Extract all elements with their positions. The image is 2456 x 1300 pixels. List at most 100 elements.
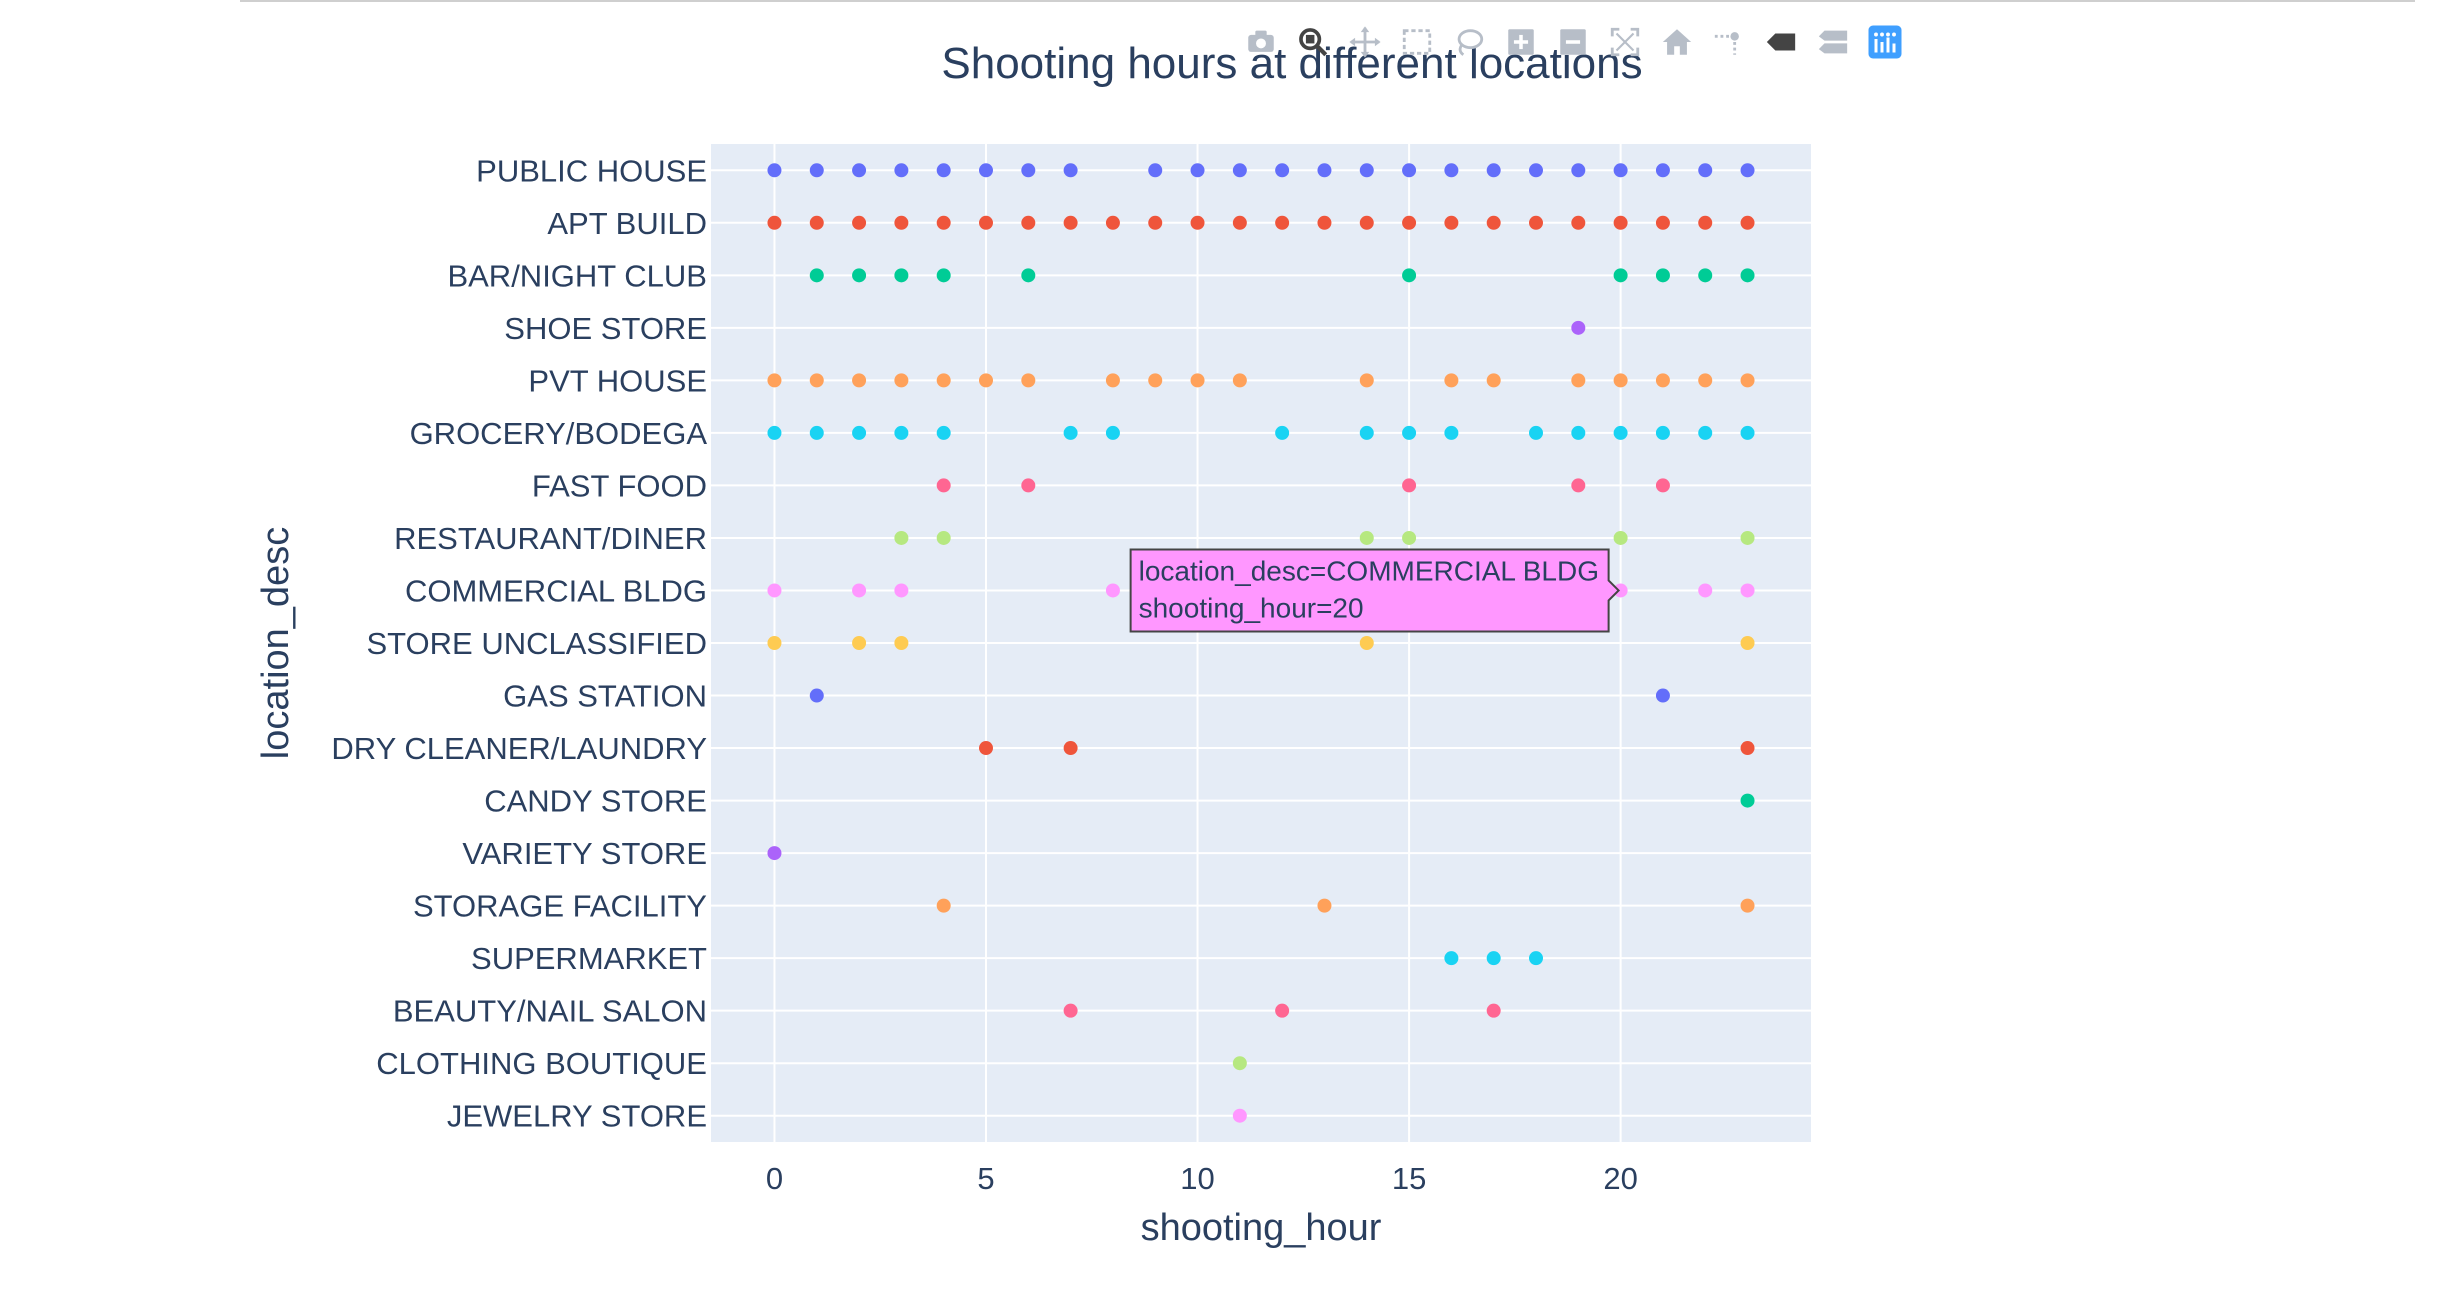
data-point[interactable]	[936, 373, 951, 388]
data-point[interactable]	[1486, 373, 1501, 388]
data-point[interactable]	[852, 583, 867, 598]
data-point[interactable]	[767, 846, 782, 861]
data-point[interactable]	[1486, 215, 1501, 230]
data-point[interactable]	[852, 268, 867, 283]
data-point[interactable]	[936, 898, 951, 913]
data-point[interactable]	[767, 373, 782, 388]
data-point[interactable]	[1613, 163, 1628, 178]
data-point[interactable]	[1698, 425, 1713, 440]
data-point[interactable]	[1190, 163, 1205, 178]
data-point[interactable]	[1317, 163, 1332, 178]
hover-compare-button[interactable]	[1807, 18, 1859, 66]
data-point[interactable]	[1655, 425, 1670, 440]
data-point[interactable]	[767, 163, 782, 178]
data-point[interactable]	[1190, 373, 1205, 388]
data-point[interactable]	[1359, 163, 1374, 178]
data-point[interactable]	[1021, 215, 1036, 230]
box-select-button[interactable]	[1391, 18, 1443, 66]
data-point[interactable]	[809, 688, 824, 703]
data-point[interactable]	[809, 215, 824, 230]
data-point[interactable]	[1529, 163, 1543, 178]
data-point[interactable]	[1740, 163, 1755, 178]
data-point[interactable]	[894, 425, 909, 440]
data-point[interactable]	[1063, 163, 1078, 178]
data-point[interactable]	[1105, 373, 1120, 388]
data-point[interactable]	[936, 478, 951, 493]
data-point[interactable]	[1740, 530, 1755, 545]
data-point[interactable]	[1444, 373, 1459, 388]
data-point[interactable]	[1105, 215, 1120, 230]
data-point[interactable]	[1444, 951, 1459, 966]
data-point[interactable]	[1402, 425, 1417, 440]
data-point[interactable]	[936, 163, 951, 178]
data-point[interactable]	[979, 163, 993, 178]
data-point[interactable]	[1655, 373, 1670, 388]
data-point[interactable]	[852, 425, 867, 440]
data-point[interactable]	[894, 583, 909, 598]
data-point[interactable]	[894, 215, 909, 230]
data-point[interactable]	[767, 215, 782, 230]
zoom-out-button[interactable]	[1547, 18, 1599, 66]
data-point[interactable]	[1063, 741, 1078, 756]
data-point[interactable]	[979, 741, 993, 756]
data-point[interactable]	[809, 268, 824, 283]
data-point[interactable]	[767, 583, 782, 598]
autoscale-button[interactable]	[1599, 18, 1651, 66]
data-point[interactable]	[894, 373, 909, 388]
data-point[interactable]	[894, 636, 909, 650]
data-point[interactable]	[1444, 163, 1459, 178]
data-point[interactable]	[1698, 373, 1713, 388]
data-point[interactable]	[979, 373, 993, 388]
data-point[interactable]	[1529, 425, 1543, 440]
data-point[interactable]	[1190, 215, 1205, 230]
download-png-button[interactable]	[1235, 18, 1287, 66]
data-point[interactable]	[852, 373, 867, 388]
data-point[interactable]	[1275, 1003, 1290, 1018]
zoom-in-button[interactable]	[1495, 18, 1547, 66]
data-point[interactable]	[1613, 268, 1628, 283]
data-point[interactable]	[1740, 215, 1755, 230]
data-point[interactable]	[1698, 163, 1713, 178]
data-point[interactable]	[936, 530, 951, 545]
data-point[interactable]	[1655, 215, 1670, 230]
data-point[interactable]	[1232, 1108, 1247, 1123]
data-point[interactable]	[1232, 1056, 1247, 1071]
data-point[interactable]	[1698, 215, 1713, 230]
data-point[interactable]	[894, 268, 909, 283]
data-point[interactable]	[1571, 373, 1586, 388]
data-point[interactable]	[852, 163, 867, 178]
data-point[interactable]	[1275, 215, 1290, 230]
data-point[interactable]	[979, 215, 993, 230]
data-point[interactable]	[1359, 215, 1374, 230]
data-point[interactable]	[1232, 215, 1247, 230]
data-point[interactable]	[1359, 636, 1374, 650]
data-point[interactable]	[1148, 373, 1163, 388]
zoom-button[interactable]	[1287, 18, 1339, 66]
data-point[interactable]	[1444, 215, 1459, 230]
data-point[interactable]	[1740, 898, 1755, 913]
data-point[interactable]	[1655, 688, 1670, 703]
data-point[interactable]	[852, 215, 867, 230]
data-point[interactable]	[1740, 373, 1755, 388]
data-point[interactable]	[1613, 530, 1628, 545]
lasso-select-button[interactable]	[1443, 18, 1495, 66]
data-point[interactable]	[767, 425, 782, 440]
data-point[interactable]	[1105, 425, 1120, 440]
data-point[interactable]	[809, 373, 824, 388]
plotly-logo-link[interactable]	[1859, 18, 1911, 66]
data-point[interactable]	[1021, 373, 1036, 388]
data-point[interactable]	[767, 636, 782, 650]
data-point[interactable]	[1063, 1003, 1078, 1018]
data-point[interactable]	[1275, 425, 1290, 440]
data-point[interactable]	[1529, 951, 1543, 966]
data-point[interactable]	[1402, 268, 1417, 283]
data-point[interactable]	[1571, 478, 1586, 493]
data-point[interactable]	[894, 163, 909, 178]
reset-axes-button[interactable]	[1651, 18, 1703, 66]
data-point[interactable]	[1571, 320, 1586, 335]
data-point[interactable]	[1021, 478, 1036, 493]
data-point[interactable]	[1571, 425, 1586, 440]
data-point[interactable]	[936, 215, 951, 230]
data-point[interactable]	[1063, 215, 1078, 230]
data-point[interactable]	[1571, 163, 1586, 178]
